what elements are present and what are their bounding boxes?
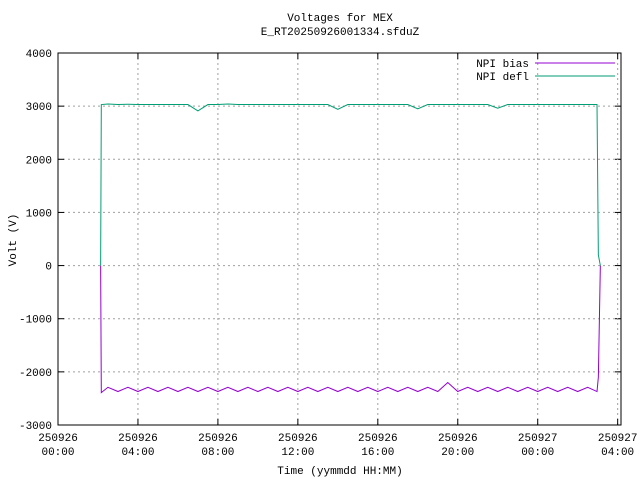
- data-line: [100, 103, 601, 266]
- y-tick-label: 4000: [26, 49, 52, 61]
- plot-border: [57, 52, 622, 426]
- chart-title: Voltages for MEX: [287, 13, 393, 25]
- x-tick-label: 250926 00:00: [38, 433, 78, 459]
- x-tick-label: 250926 08:00: [198, 433, 238, 459]
- y-tick-label: -1000: [19, 315, 52, 327]
- y-tick-label: 0: [45, 262, 52, 274]
- y-tick-label: -3000: [19, 421, 52, 433]
- y-tick-label: 2000: [26, 155, 52, 167]
- chart-subtitle: E_RT20250926001334.sfduZ: [261, 27, 420, 39]
- x-tick-label: 250926 04:00: [118, 433, 158, 459]
- x-tick-label: 250926 16:00: [358, 433, 398, 459]
- legend-label: NPI defl: [476, 72, 529, 84]
- y-axis-label: Volt (V): [8, 214, 20, 267]
- x-tick-label: 250927 00:00: [518, 433, 558, 459]
- legend-label: NPI bias: [476, 59, 529, 71]
- x-tick-label: 250926 20:00: [438, 433, 478, 459]
- x-axis-label: Time (yymmdd HH:MM): [277, 466, 402, 478]
- x-tick-label: 250926 12:00: [278, 433, 318, 459]
- y-tick-label: 1000: [26, 208, 52, 220]
- y-tick-label: 3000: [26, 102, 52, 114]
- x-tick-label: 250927 04:00: [598, 433, 638, 459]
- y-tick-label: -2000: [19, 368, 52, 380]
- data-line: [100, 265, 601, 394]
